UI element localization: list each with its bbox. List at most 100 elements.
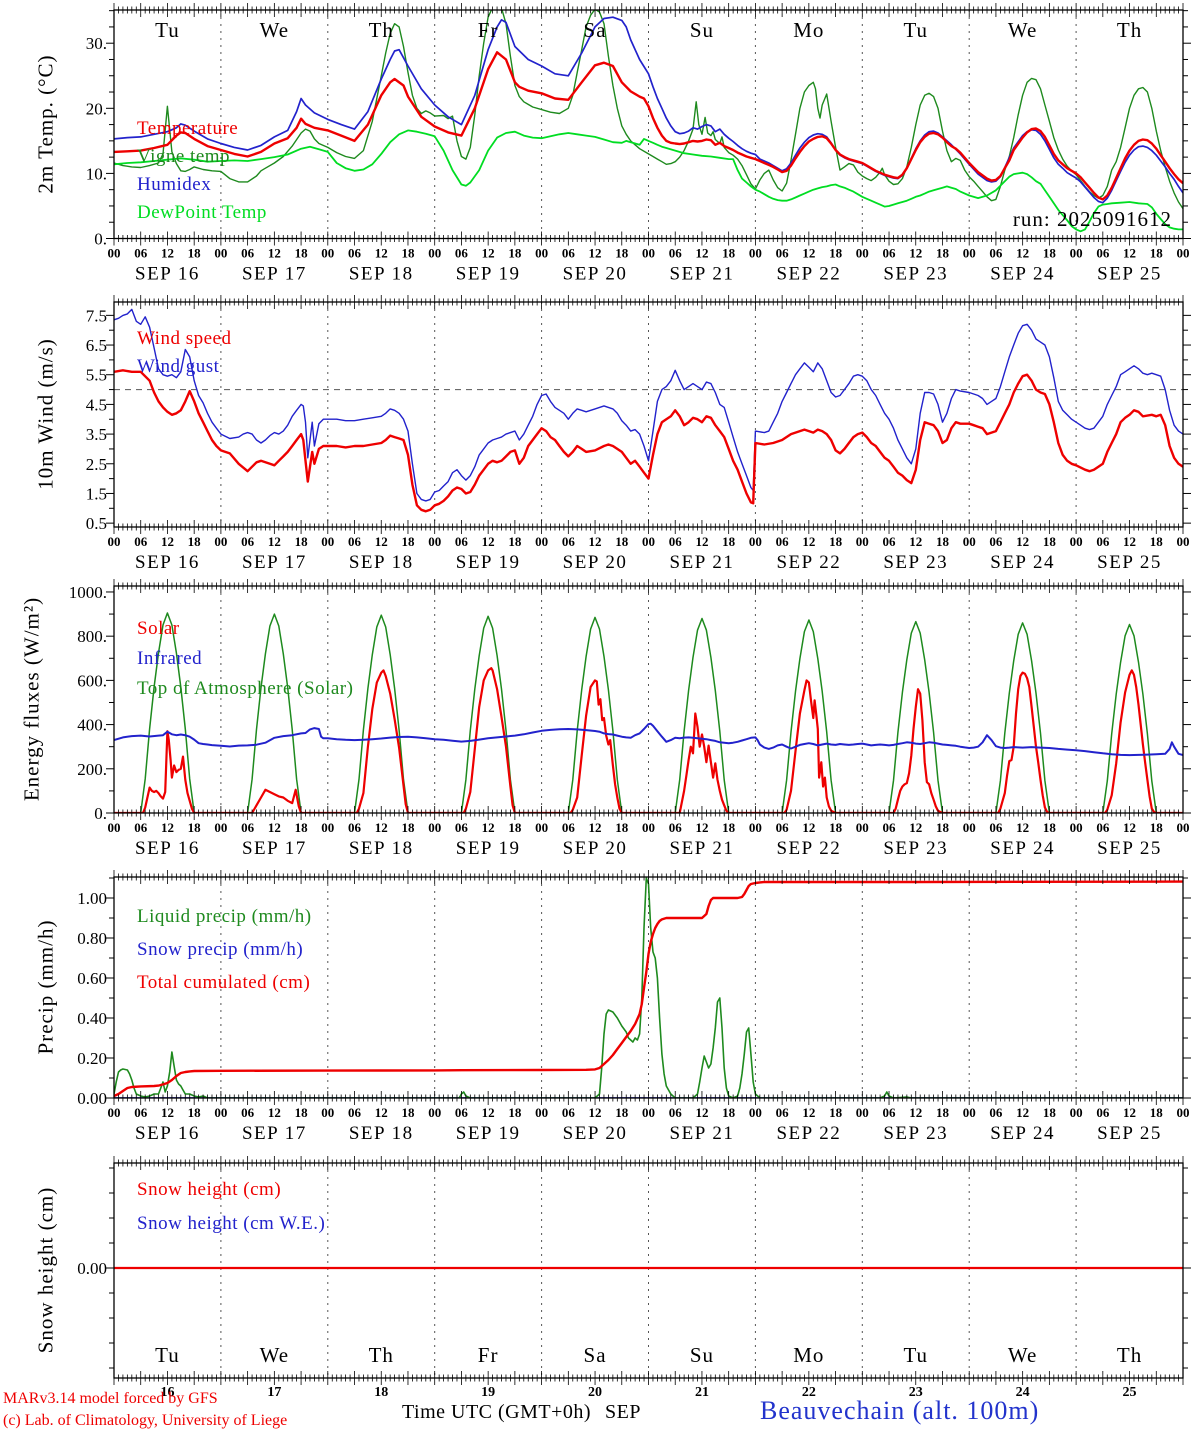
hour-label: 06 — [562, 820, 576, 835]
y-tick-label: 600. — [77, 671, 107, 690]
date-label: SEP 19 — [456, 264, 521, 285]
date-label: SEP 23 — [883, 552, 948, 573]
hour-label: 06 — [241, 534, 255, 549]
hour-label: 18 — [722, 534, 736, 549]
weekday-label: Sa — [584, 1343, 607, 1367]
day-number-label: 23 — [909, 1385, 923, 1400]
hour-label: 06 — [455, 820, 469, 835]
y-tick-label: 20. — [86, 99, 107, 118]
y-axis-title-wind: 10m Wind (m/s) — [33, 338, 58, 490]
date-label: SEP 18 — [349, 552, 414, 573]
hour-label: 12 — [268, 1105, 281, 1120]
hour-label: 06 — [241, 246, 255, 261]
hour-label: 06 — [455, 1105, 469, 1120]
series-infrared — [114, 722, 1183, 757]
hour-label: 18 — [615, 534, 629, 549]
hour-label: 12 — [909, 534, 922, 549]
hour-label: 18 — [829, 820, 843, 835]
date-label: SEP 25 — [1097, 838, 1162, 859]
hour-label: 00 — [1070, 246, 1083, 261]
hour-label: 00 — [108, 820, 121, 835]
date-label: SEP 18 — [349, 1123, 414, 1144]
legend-dewpoint-temp: DewPoint Temp — [137, 202, 267, 223]
hour-label: 06 — [241, 1105, 255, 1120]
day-number-label: 22 — [802, 1385, 816, 1400]
hour-label: 00 — [642, 246, 655, 261]
weekday-label: We — [260, 18, 289, 42]
day-number-label: 19 — [481, 1385, 495, 1400]
hour-label: 12 — [802, 534, 815, 549]
hour-label: 12 — [1016, 534, 1029, 549]
hour-label: 18 — [188, 1105, 202, 1120]
hour-label: 12 — [1016, 1105, 1029, 1120]
hour-label: 18 — [508, 1105, 522, 1120]
hour-label: 06 — [883, 246, 897, 261]
hour-label: 06 — [134, 246, 148, 261]
date-label: SEP 25 — [1097, 552, 1162, 573]
legend-humidex: Humidex — [137, 174, 212, 195]
hour-label: 12 — [482, 820, 495, 835]
series-top-of-atmosphere-solar- — [114, 612, 1183, 813]
y-tick-label: 6.5 — [86, 336, 107, 355]
hour-label: 12 — [802, 820, 815, 835]
hour-label: 00 — [535, 246, 548, 261]
date-label: SEP 22 — [776, 838, 841, 859]
date-label: SEP 16 — [135, 1123, 200, 1144]
hour-label: 12 — [375, 534, 388, 549]
day-number-label: 18 — [374, 1385, 388, 1400]
hour-label: 18 — [1150, 1105, 1164, 1120]
legend-infrared: Infrared — [137, 648, 203, 669]
date-label: SEP 23 — [883, 838, 948, 859]
legend-temperature: Temperature — [137, 118, 239, 139]
hour-label: 06 — [989, 820, 1003, 835]
hour-label: 18 — [401, 1105, 415, 1120]
credit-model-line: MARv3.14 model forced by GFS — [3, 1390, 218, 1407]
y-tick-label: 0.60 — [77, 969, 107, 988]
hour-label: 00 — [535, 534, 548, 549]
legend-solar: Solar — [137, 618, 180, 639]
hour-label: 00 — [214, 820, 227, 835]
hour-label: 06 — [883, 820, 897, 835]
y-tick-label: 0.40 — [77, 1009, 107, 1028]
hour-label: 06 — [455, 534, 469, 549]
hour-label: 12 — [1123, 246, 1136, 261]
y-tick-label: 4.5 — [86, 395, 107, 414]
hour-label: 18 — [401, 820, 415, 835]
date-label: SEP 19 — [456, 838, 521, 859]
y-tick-label: 200. — [77, 760, 107, 779]
hour-label: 18 — [722, 246, 736, 261]
hour-label: 18 — [722, 1105, 736, 1120]
date-label: SEP 21 — [670, 264, 735, 285]
hour-label: 06 — [1096, 1105, 1110, 1120]
hour-label: 12 — [695, 534, 708, 549]
hour-label: 12 — [268, 820, 281, 835]
legend-liquid-precip-mm-h-: Liquid precip (mm/h) — [137, 906, 312, 927]
hour-label: 06 — [134, 820, 148, 835]
hour-label: 18 — [936, 246, 950, 261]
day-number-label: 17 — [267, 1385, 281, 1400]
date-label: SEP 17 — [242, 838, 307, 859]
date-label: SEP 23 — [883, 1123, 948, 1144]
hour-label: 18 — [615, 820, 629, 835]
hour-label: 00 — [963, 246, 976, 261]
date-label: SEP 22 — [776, 264, 841, 285]
y-tick-label: 0. — [94, 230, 107, 249]
date-label: SEP 18 — [349, 264, 414, 285]
hour-label: 12 — [802, 1105, 815, 1120]
series-wind-gust — [114, 308, 1183, 502]
hour-label: 00 — [1070, 534, 1083, 549]
hour-label: 12 — [589, 820, 602, 835]
hour-label: 06 — [348, 820, 362, 835]
hour-label: 12 — [482, 1105, 495, 1120]
hour-label: 18 — [295, 534, 309, 549]
hour-label: 00 — [1177, 1105, 1190, 1120]
hour-label: 18 — [508, 246, 522, 261]
hour-label: 00 — [321, 246, 334, 261]
weekday-label: We — [1008, 1343, 1037, 1367]
date-label: SEP 20 — [563, 838, 628, 859]
hour-label: 06 — [669, 534, 683, 549]
hour-label: 06 — [669, 246, 683, 261]
hour-label: 06 — [669, 820, 683, 835]
day-number-label: 16 — [160, 1385, 174, 1400]
